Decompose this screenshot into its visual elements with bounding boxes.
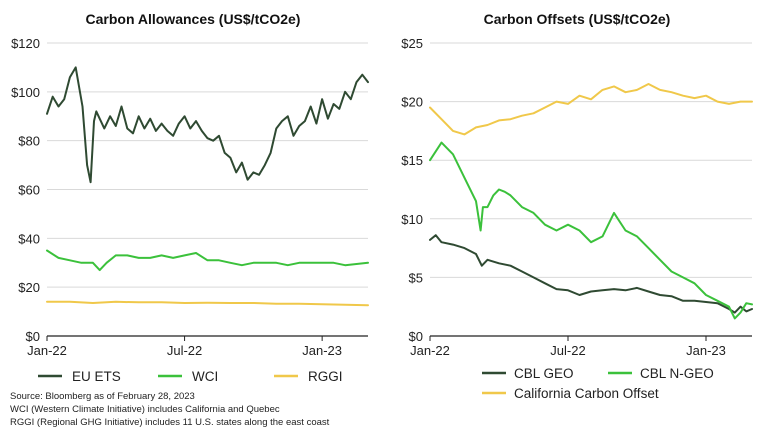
wci-note: WCI (Western Climate Initiative) include…	[10, 404, 280, 415]
rggi-note: RGGI (Regional GHG Initiative) includes …	[10, 417, 330, 428]
series-line-cbl-n-geo	[429, 141, 753, 320]
carbon-offsets-title: Carbon Offsets (US$/tCO2e)	[484, 11, 671, 27]
carbon-offsets-y-axis: $0 $5 $10 $15 $20 $25	[401, 36, 423, 344]
carbon-offsets-legend: CBL GEO CBL N-GEO California Carbon Offs…	[482, 366, 714, 401]
carbon-allowances-y-tick-label: $80	[18, 134, 40, 149]
carbon-allowances-chart: Carbon Allowances (US$/tCO2e) $0 $20 $40 $6…	[11, 11, 369, 384]
carbon-allowances-y-tick-label: $20	[18, 280, 40, 295]
carbon-allowances-y-tick-label: $60	[18, 183, 40, 198]
legend-item-eu-ets: EU ETS	[38, 369, 121, 384]
carbon-offsets-y-tick-label: $5	[409, 270, 423, 285]
carbon-offsets-x-tick-label: Jul-22	[550, 343, 585, 358]
legend-label-wci: WCI	[192, 369, 218, 384]
legend-label-rggi: RGGI	[308, 369, 343, 384]
carbon-offsets-x-tick-label: Jan-22	[410, 343, 450, 358]
legend-label-california-carbon-offset: California Carbon Offset	[514, 386, 659, 401]
carbon-offsets-grid	[430, 42, 752, 278]
legend-label-cbl-n-geo: CBL N-GEO	[640, 366, 714, 381]
carbon-allowances-y-axis: $0 $20 $40 $60 $80 $100 $120	[11, 36, 40, 344]
carbon-allowances-y-tick-label: $120	[11, 36, 40, 51]
carbon-allowances-grid	[47, 42, 368, 288]
legend-item-wci: WCI	[158, 369, 218, 384]
carbon-allowances-legend: EU ETS WCI RGGI	[38, 369, 343, 384]
legend-label-eu-ets: EU ETS	[72, 369, 121, 384]
carbon-allowances-y-tick-label: $0	[26, 329, 40, 344]
source-notes: Source: Bloomberg as of February 28, 202…	[10, 390, 329, 429]
carbon-offsets-y-tick-label: $25	[401, 36, 423, 51]
legend-item-cbl-n-geo: CBL N-GEO	[608, 366, 714, 381]
carbon-offsets-x-axis: Jan-22 Jul-22 Jan-23	[410, 336, 726, 358]
carbon-allowances-y-tick-label: $40	[18, 231, 40, 246]
series-line-eu-ets	[46, 66, 369, 184]
carbon-offsets-series	[429, 83, 753, 320]
source-line: Source: Bloomberg as of February 28, 202…	[10, 391, 195, 402]
carbon-offsets-y-tick-label: $10	[401, 212, 423, 227]
carbon-allowances-series	[46, 66, 369, 307]
carbon-allowances-y-tick-label: $100	[11, 85, 40, 100]
series-line-cbl-geo	[429, 234, 753, 314]
carbon-offsets-y-tick-label: $15	[401, 153, 423, 168]
legend-item-california-carbon-offset: California Carbon Offset	[482, 386, 659, 401]
series-line-rggi	[46, 300, 369, 307]
series-line-wci	[46, 249, 369, 272]
carbon-offsets-y-tick-label: $20	[401, 95, 423, 110]
carbon-allowances-x-axis: Jan-22 Jul-22 Jan-23	[27, 336, 342, 358]
legend-item-rggi: RGGI	[274, 369, 343, 384]
carbon-allowances-x-tick-label: Jan-22	[27, 343, 67, 358]
carbon-offsets-y-tick-label: $0	[409, 329, 423, 344]
carbon-allowances-x-tick-label: Jan-23	[302, 343, 342, 358]
series-line-california-carbon-offset	[429, 83, 753, 136]
carbon-allowances-title: Carbon Allowances (US$/tCO2e)	[86, 11, 301, 27]
carbon-offsets-x-tick-label: Jan-23	[686, 343, 726, 358]
carbon-allowances-x-tick-label: Jul-22	[167, 343, 202, 358]
legend-label-cbl-geo: CBL GEO	[514, 366, 574, 381]
legend-item-cbl-geo: CBL GEO	[482, 366, 574, 381]
carbon-offsets-chart: Carbon Offsets (US$/tCO2e) $0 $5 $10 $15 $20…	[401, 11, 753, 401]
